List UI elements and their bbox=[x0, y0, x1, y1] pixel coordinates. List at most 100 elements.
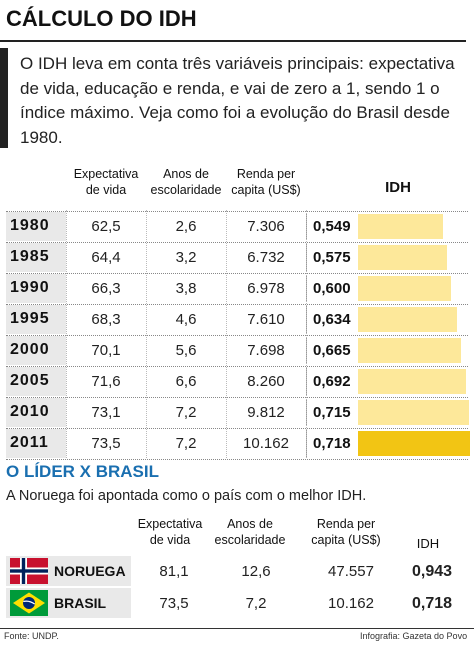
income-value: 9.812 bbox=[247, 404, 285, 421]
row-divider bbox=[6, 335, 468, 336]
income-value: 8.260 bbox=[247, 373, 285, 390]
header2-income: Renda per capita (US$) bbox=[311, 517, 381, 547]
idh-bar bbox=[358, 276, 451, 301]
table-row: 1995 68,3 4,6 7.610 0,634 bbox=[6, 305, 468, 334]
idh-value: 0,600 bbox=[313, 280, 351, 297]
year-label: 2000 bbox=[10, 341, 50, 358]
idh-value-box: 0,600 bbox=[306, 275, 357, 302]
header-life-expectancy: Expectativa de vida bbox=[73, 167, 139, 197]
schooling-value: 5,6 bbox=[175, 342, 197, 359]
page-title: CÁLCULO DO IDH bbox=[6, 6, 197, 31]
schooling-value: 3,2 bbox=[175, 249, 197, 266]
year-cell: 2010 bbox=[6, 398, 66, 427]
life-expectancy-value: 70,1 bbox=[91, 342, 121, 359]
idh-value: 0,575 bbox=[313, 249, 351, 266]
schooling-value: 4,6 bbox=[175, 311, 197, 328]
table-row: 2011 73,5 7,2 10.162 0,718 bbox=[6, 429, 470, 458]
schooling-value: 3,8 bbox=[175, 280, 197, 297]
life-expectancy-value: 64,4 bbox=[91, 249, 121, 266]
footer-divider bbox=[0, 628, 474, 629]
idh-value-box: 0,692 bbox=[306, 368, 357, 395]
comparison-row: BRASIL 73,5 7,2 10.162 0,718 bbox=[6, 588, 468, 618]
life-expectancy-value: 66,3 bbox=[91, 280, 121, 297]
column-divider bbox=[66, 210, 67, 458]
table-row: 2005 71,6 6,6 8.260 0,692 bbox=[6, 367, 468, 396]
idh-value: 0,665 bbox=[313, 342, 351, 359]
year-label: 2005 bbox=[10, 372, 50, 389]
year-label: 1995 bbox=[10, 310, 50, 327]
schooling-value: 7,2 bbox=[245, 595, 267, 612]
year-cell: 1985 bbox=[6, 243, 66, 272]
country-name: NORUEGA bbox=[54, 563, 126, 579]
idh-value-box: 0,718 bbox=[306, 430, 357, 457]
title-divider bbox=[0, 40, 466, 42]
section-subtitle: A Noruega foi apontada como o país com o… bbox=[6, 488, 367, 504]
idh-bar bbox=[358, 214, 443, 239]
idh-bar bbox=[358, 369, 466, 394]
year-label: 2011 bbox=[10, 434, 49, 451]
income-value: 6.732 bbox=[247, 249, 285, 266]
year-label: 2010 bbox=[10, 403, 50, 420]
idh-value: 0,692 bbox=[313, 373, 351, 390]
comparison-row: NORUEGA 81,1 12,6 47.557 0,943 bbox=[6, 556, 468, 586]
life-expectancy-value: 71,6 bbox=[91, 373, 121, 390]
year-label: 1985 bbox=[10, 248, 50, 265]
schooling-value: 6,6 bbox=[175, 373, 197, 390]
row-divider bbox=[6, 242, 468, 243]
table-row: 1990 66,3 3,8 6.978 0,600 bbox=[6, 274, 468, 303]
income-value: 47.557 bbox=[328, 563, 374, 580]
income-value: 10.162 bbox=[328, 595, 374, 612]
row-divider bbox=[6, 366, 468, 367]
row-divider bbox=[6, 273, 468, 274]
table-row: 2010 73,1 7,2 9.812 0,715 bbox=[6, 398, 469, 427]
idh-value: 0,943 bbox=[411, 563, 453, 580]
idh-bar bbox=[358, 245, 447, 270]
income-value: 7.306 bbox=[247, 218, 285, 235]
year-cell: 2011 bbox=[6, 429, 66, 458]
income-value: 6.978 bbox=[247, 280, 285, 297]
schooling-value: 2,6 bbox=[175, 218, 197, 235]
idh-bar bbox=[358, 307, 457, 332]
idh-value: 0,718 bbox=[313, 435, 351, 452]
life-expectancy-value: 73,5 bbox=[91, 435, 121, 452]
year-cell: 1980 bbox=[6, 212, 66, 241]
income-value: 7.610 bbox=[247, 311, 285, 328]
section-title: O LÍDER X BRASIL bbox=[6, 462, 160, 481]
column-divider bbox=[146, 210, 147, 458]
column-divider bbox=[306, 210, 307, 458]
intro-accent-bar bbox=[0, 48, 8, 148]
schooling-value: 7,2 bbox=[175, 404, 197, 421]
table-row: 1980 62,5 2,6 7.306 0,549 bbox=[6, 212, 468, 241]
table-row: 2000 70,1 5,6 7.698 0,665 bbox=[6, 336, 468, 365]
source-note: Fonte: UNDP. bbox=[4, 631, 59, 641]
income-value: 10.162 bbox=[243, 435, 289, 452]
idh-value: 0,634 bbox=[313, 311, 351, 328]
idh-value-box: 0,634 bbox=[306, 306, 357, 333]
header-idh: IDH bbox=[385, 179, 411, 196]
idh-bar bbox=[358, 431, 470, 456]
year-label: 1980 bbox=[10, 217, 50, 234]
brazil-flag-icon bbox=[10, 590, 48, 616]
year-cell: 2005 bbox=[6, 367, 66, 396]
life-expectancy-value: 68,3 bbox=[91, 311, 121, 328]
year-cell: 1995 bbox=[6, 305, 66, 334]
life-expectancy-value: 73,1 bbox=[91, 404, 121, 421]
year-label: 1990 bbox=[10, 279, 50, 296]
idh-value-box: 0,549 bbox=[306, 213, 357, 240]
header2-schooling: Anos de escolaridade bbox=[214, 517, 286, 547]
idh-value-box: 0,665 bbox=[306, 337, 357, 364]
row-divider bbox=[6, 211, 468, 212]
row-divider bbox=[6, 459, 468, 460]
income-value: 7.698 bbox=[247, 342, 285, 359]
idh-value: 0,715 bbox=[313, 404, 351, 421]
header2-life-expectancy: Expectativa de vida bbox=[137, 517, 203, 547]
intro-text: O IDH leva em conta três variáveis princ… bbox=[20, 54, 455, 147]
schooling-value: 7,2 bbox=[175, 435, 197, 452]
header-income: Renda per capita (US$) bbox=[231, 167, 301, 197]
country-name: BRASIL bbox=[54, 595, 107, 611]
life-expectancy-value: 73,5 bbox=[159, 595, 189, 612]
row-divider bbox=[6, 304, 468, 305]
life-expectancy-value: 62,5 bbox=[91, 218, 121, 235]
idh-value-box: 0,715 bbox=[306, 399, 357, 426]
norway-flag-icon bbox=[10, 558, 48, 584]
